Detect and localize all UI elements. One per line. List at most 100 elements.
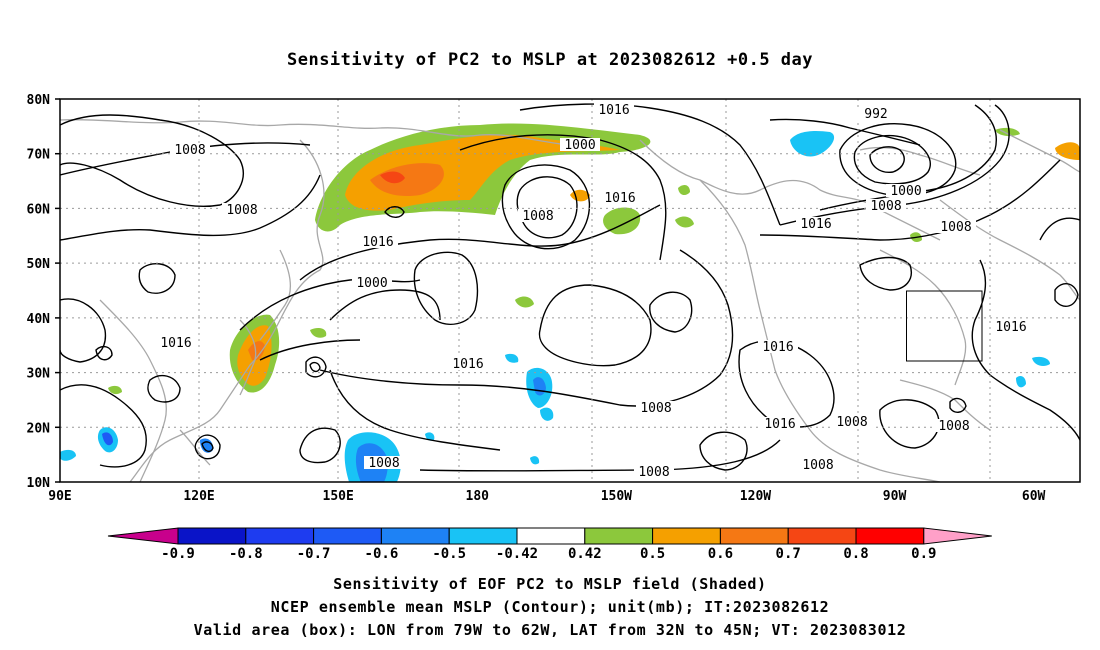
- contour-label: 1008: [940, 220, 971, 235]
- contour-label: 1016: [362, 235, 393, 250]
- contour-label: 1008: [174, 143, 205, 158]
- negative-sensitivity-region: [1016, 376, 1026, 388]
- y-tick-label: 80N: [27, 93, 51, 108]
- contour-label: 1008: [368, 456, 399, 471]
- caption-contour: NCEP ensemble mean MSLP (Contour); unit(…: [270, 598, 830, 616]
- mslp-contours: [60, 103, 1080, 472]
- x-tick-label: 90W: [883, 489, 907, 504]
- colorbar-tick-label: 0.8: [843, 546, 868, 562]
- negative-sensitivity-region: [505, 353, 519, 363]
- positive-sensitivity-region: [678, 184, 690, 196]
- colorbar-segment: [245, 527, 315, 545]
- negative-sensitivity-region: [790, 130, 835, 157]
- contour-label: 1008: [638, 465, 669, 480]
- positive-sensitivity-region: [515, 296, 534, 308]
- colorbar-tick-label: -0.9: [161, 546, 195, 562]
- contour-label: 1008: [836, 415, 867, 430]
- valid-area-box: [906, 290, 983, 362]
- colorbar-segment: [380, 527, 450, 545]
- colorbar-tick-label: -0.42: [496, 546, 538, 562]
- colorbar-segment: [177, 527, 247, 545]
- positive-sensitivity-region: [603, 207, 641, 235]
- positive-sensitivity-region: [370, 163, 444, 197]
- y-tick-label: 30N: [27, 367, 51, 382]
- colorbar-tick-label: -0.5: [432, 546, 466, 562]
- colorbar-max-extend: [923, 527, 992, 545]
- negative-sensitivity-region: [425, 432, 435, 441]
- contour-label: 1008: [226, 203, 257, 218]
- colorbar-tick-labels: -0.9 -0.8 -0.7 -0.6 -0.5 -0.42 0.42 0.5 0.6 0.7 0.…: [161, 546, 936, 562]
- colorbar-min-extend: [107, 527, 179, 545]
- contour-label: 1016: [160, 336, 191, 351]
- map-frame: [59, 98, 1081, 483]
- x-tick-label: 90E: [48, 489, 71, 504]
- positive-sensitivity-region: [108, 385, 122, 395]
- colorbar-tick-label: -0.8: [229, 546, 263, 562]
- map-title: Sensitivity of PC2 to MSLP at 2023082612…: [286, 50, 813, 70]
- colorbar-tick-label: -0.6: [365, 546, 399, 562]
- contour-label: 1016: [995, 320, 1026, 335]
- contour-label: 1016: [604, 191, 635, 206]
- negative-sensitivity-region: [540, 407, 554, 421]
- contour-label: 1008: [870, 199, 901, 214]
- positive-sensitivity-region: [248, 341, 265, 361]
- colorbar-tick-label: -0.7: [297, 546, 331, 562]
- contour-label: 1008: [522, 209, 553, 224]
- positive-sensitivity-region: [1055, 142, 1080, 160]
- positive-sensitivity-region: [310, 328, 327, 338]
- x-tick-label: 120E: [183, 489, 214, 504]
- colorbar-segment: [584, 527, 654, 545]
- colorbar-segment: [719, 527, 789, 545]
- colorbar-tick-label: 0.6: [708, 546, 733, 562]
- x-tick-label: 120W: [740, 489, 771, 504]
- x-axis-labels: 90E 120E 150E 180 150W 120W 90W 60W: [48, 489, 1045, 504]
- colorbar-tick-label: 0.42: [568, 546, 602, 562]
- colorbar-segment: [787, 527, 857, 545]
- y-tick-label: 70N: [27, 148, 51, 163]
- caption-valid-area: Valid area (box): LON from 79W to 62W, L…: [193, 621, 907, 639]
- grid-lines: [60, 99, 1080, 482]
- negative-sensitivity-region: [60, 449, 76, 461]
- contour-label: 1016: [598, 103, 629, 118]
- contour-label: 1008: [938, 419, 969, 434]
- colorbar-tick-label: 0.5: [640, 546, 665, 562]
- contour-label: 1016: [800, 217, 831, 232]
- y-tick-label: 60N: [27, 202, 51, 217]
- y-tick-label: 20N: [27, 421, 51, 436]
- y-tick-label: 50N: [27, 257, 51, 272]
- colorbar-segment: [652, 527, 721, 545]
- contour-label: 1016: [762, 340, 793, 355]
- x-tick-label: 60W: [1022, 489, 1046, 504]
- contour-label: 1000: [356, 276, 387, 291]
- sensitivity-shading: [60, 123, 1080, 482]
- colorbar-tick-label: 0.7: [776, 546, 801, 562]
- contour-label: 992: [864, 107, 887, 122]
- x-tick-label: 150W: [601, 489, 632, 504]
- y-axis-labels: 10N 20N 30N 40N 50N 60N 70N 80N: [27, 93, 51, 491]
- caption-shaded: Sensitivity of EOF PC2 to MSLP field (Sh…: [333, 575, 767, 593]
- contour-label: 1016: [452, 357, 483, 372]
- y-tick-label: 10N: [27, 476, 51, 491]
- positive-sensitivity-region: [675, 216, 694, 228]
- contour-label: 1000: [564, 138, 595, 153]
- positive-sensitivity-region: [380, 171, 405, 184]
- negative-sensitivity-region: [530, 456, 540, 465]
- x-tick-label: 180: [466, 489, 490, 504]
- colorbar-segment: [448, 527, 518, 545]
- colorbar-segment: [516, 527, 586, 545]
- contour-label: 1008: [802, 458, 833, 473]
- x-tick-label: 150E: [323, 489, 354, 504]
- axis-ticks: [55, 98, 60, 483]
- y-tick-label: 40N: [27, 312, 51, 327]
- colorbar-segment: [313, 527, 382, 545]
- negative-sensitivity-region: [102, 432, 113, 446]
- colorbar: [107, 527, 992, 545]
- contour-label: 1016: [764, 417, 795, 432]
- positive-sensitivity-region: [995, 127, 1020, 137]
- contour-label: 1000: [890, 184, 921, 199]
- contour-label: 1008: [640, 401, 671, 416]
- colorbar-segment: [855, 527, 925, 545]
- negative-sensitivity-region: [1032, 356, 1050, 366]
